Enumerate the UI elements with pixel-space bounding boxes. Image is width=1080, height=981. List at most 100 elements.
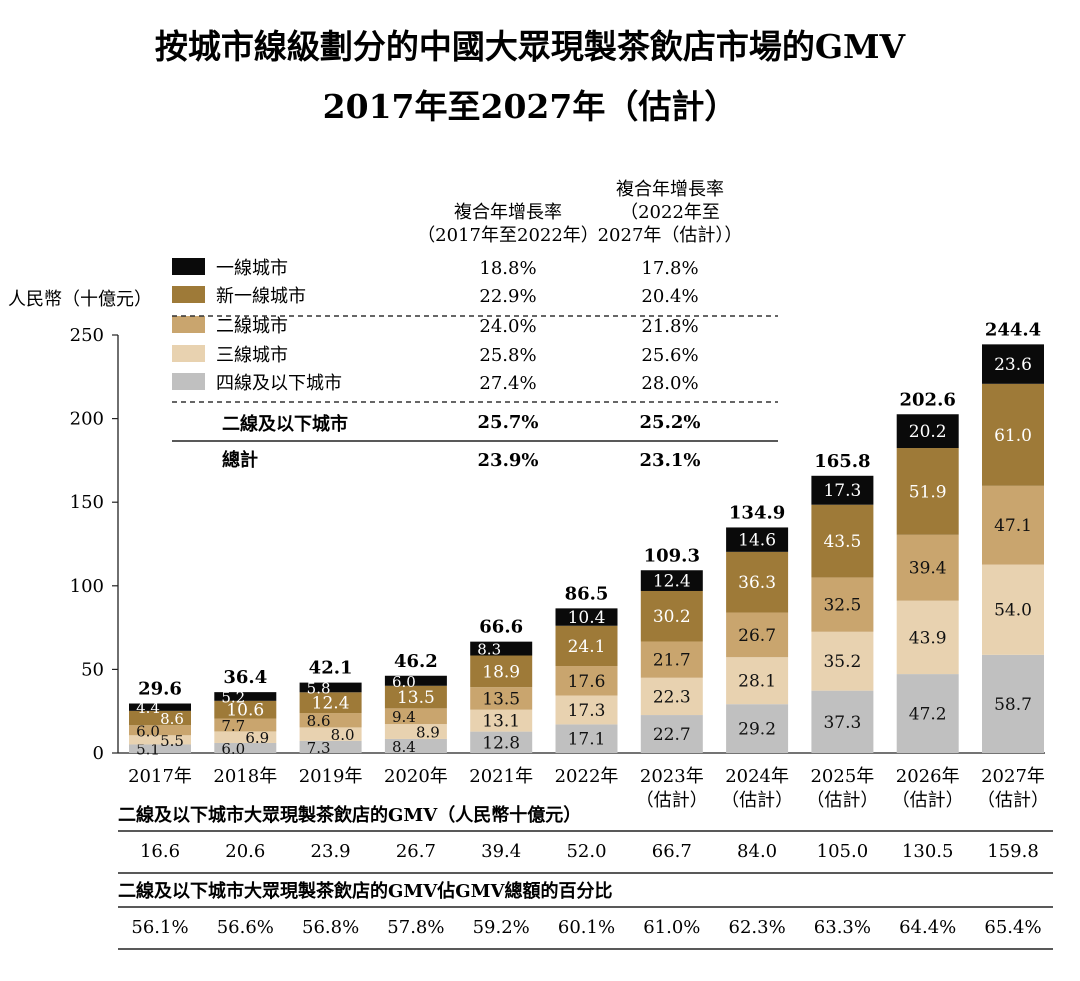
bar-value-label: 37.3 <box>823 713 861 733</box>
bar-value-label: 13.1 <box>482 712 520 732</box>
bar-value-label: 12.8 <box>482 733 520 753</box>
bar-value-label: 22.3 <box>653 687 691 707</box>
bar-value-label: 43.9 <box>909 628 947 648</box>
bar-stack: 7.38.08.612.45.842.1 <box>299 658 362 757</box>
bar-value-label: 28.1 <box>738 672 776 692</box>
bar-segment <box>640 590 703 642</box>
bar-segment <box>726 657 789 705</box>
bar-segment <box>726 704 789 753</box>
legend-swatch <box>172 258 205 275</box>
data-table-cell: 65.4% <box>984 917 1041 938</box>
legend-label: 三線城市 <box>216 345 288 366</box>
bar-segment <box>982 564 1044 655</box>
bar-value-label: 10.6 <box>226 701 264 721</box>
bar-value-label: 43.5 <box>823 532 861 552</box>
y-tick-label: 250 <box>70 325 104 346</box>
y-tick-label: 100 <box>70 576 104 597</box>
bar-total-label: 29.6 <box>138 679 182 700</box>
data-table-cell: 26.7 <box>396 841 436 862</box>
bar-value-label: 23.6 <box>994 355 1032 375</box>
bar-stack: 12.813.1 13.5 18.9 8.3 66.6 <box>470 617 533 753</box>
bar-value-label: 17.1 <box>568 730 606 750</box>
bar-value-label: 8.9 <box>416 724 440 742</box>
data-table-cell: 64.4% <box>899 917 956 938</box>
bar-value-label: 17.6 <box>568 672 606 692</box>
data-table-cell: 130.5 <box>902 841 954 862</box>
bar-segment <box>896 414 959 449</box>
bar-segment <box>640 715 703 753</box>
bar-segment <box>982 383 1044 486</box>
bar-segment <box>811 690 874 753</box>
bar-value-label: 61.0 <box>994 426 1032 446</box>
data-table-cell: 59.2% <box>473 917 530 938</box>
legend-swatch <box>172 373 205 390</box>
data-table-cell: 159.8 <box>987 841 1039 862</box>
y-tick-label: 50 <box>81 659 104 680</box>
legend-cagr-2022-2027: 20.4% <box>641 286 698 307</box>
legend-label: 一線城市 <box>216 258 288 279</box>
bar-total-label: 134.9 <box>729 502 785 523</box>
bar-value-label: 26.7 <box>738 626 776 646</box>
bar-segment <box>555 625 618 667</box>
bar-stack: 5.1 5.56.08.64.429.6 <box>129 679 191 759</box>
x-tick-note: （估計） <box>721 790 793 811</box>
bar-segment <box>129 710 191 726</box>
x-tick-label: 2027年 <box>981 766 1045 787</box>
bar-value-label: 17.3 <box>568 701 606 721</box>
legend-cagr-table: 複合年增長率（2017年至2022年）複合年增長率（2022年至 2027年（估計… <box>172 179 778 471</box>
bar-value-label: 14.6 <box>738 531 776 551</box>
y-tick-label: 0 <box>93 743 104 764</box>
bar-segment <box>384 738 447 753</box>
bar-value-label: 54.0 <box>994 601 1032 621</box>
legend-row: 一線城市 18.8% 17.8% <box>172 258 699 279</box>
bar-segment <box>470 641 533 656</box>
bar-value-label: 13.5 <box>397 688 435 708</box>
bar-segment <box>214 731 277 743</box>
bar-segment <box>470 655 533 688</box>
bar-segment <box>811 577 874 632</box>
bar-value-label: 24.1 <box>568 637 606 657</box>
legend-cagr-2022-2027: 21.8% <box>641 316 698 337</box>
bar-total-label: 202.6 <box>900 389 956 410</box>
bar-value-label: 5.8 <box>307 679 331 697</box>
bar-segment <box>129 725 191 736</box>
legend-swatch <box>172 286 205 303</box>
bar-stack: 8.48.99.413.56.046.2 <box>384 651 447 756</box>
bar-segment <box>555 608 618 626</box>
bar-value-label: 8.6 <box>307 712 331 730</box>
bar-segment <box>896 534 959 601</box>
cagr-header-2022-2027: 複合年增長率（2022年至 2027年（估計）） <box>598 179 743 246</box>
bar-value-label: 7.3 <box>307 739 331 757</box>
legend-swatch <box>172 316 205 333</box>
data-table-cell: 20.6 <box>225 841 265 862</box>
data-table-cell: 52.0 <box>566 841 606 862</box>
bar-value-label: 6.9 <box>245 729 269 747</box>
legend-cagr-2017-2022: 25.8% <box>479 345 536 366</box>
bar-value-label: 6.0 <box>221 740 245 758</box>
data-table: 二線及以下城市大眾現製茶飲店的GMV佔GMV總額的百分比 56.1% 56.6% 56… <box>118 880 1053 950</box>
legend-label: 新一線城市 <box>216 286 306 307</box>
bar-stack: 37.3 35.2 32.5 43.5 17.3 165.8 <box>811 451 874 753</box>
bar-segment <box>384 675 447 686</box>
legend-row: 二線城市 24.0% 21.8% <box>172 316 699 337</box>
y-tick-label: 150 <box>70 492 104 513</box>
bar-segment <box>896 448 959 535</box>
data-table-cell: 56.1% <box>131 917 188 938</box>
bar-value-label: 5.1 <box>136 741 160 759</box>
subtotal-cagr-2017-2022: 25.7% <box>478 412 539 433</box>
bar-segment <box>982 485 1044 565</box>
bar-segment <box>726 527 789 552</box>
data-table-cell: 61.0% <box>643 917 700 938</box>
bar-segment <box>982 344 1044 384</box>
bar-value-label: 8.0 <box>331 726 355 744</box>
bar-stack: 6.06.97.710.65.236.4 <box>214 667 277 758</box>
bar-value-label: 35.2 <box>823 652 861 672</box>
bar-stack: 29.2 28.1 26.7 36.3 14.6 134.9 <box>726 502 789 753</box>
bar-value-label: 30.2 <box>653 607 691 627</box>
bar-value-label: 17.3 <box>823 481 861 501</box>
bar-segment <box>299 713 362 728</box>
legend-cagr-2022-2027: 25.6% <box>641 345 698 366</box>
legend-label: 四線及以下城市 <box>216 373 342 394</box>
bar-segment <box>896 674 959 753</box>
